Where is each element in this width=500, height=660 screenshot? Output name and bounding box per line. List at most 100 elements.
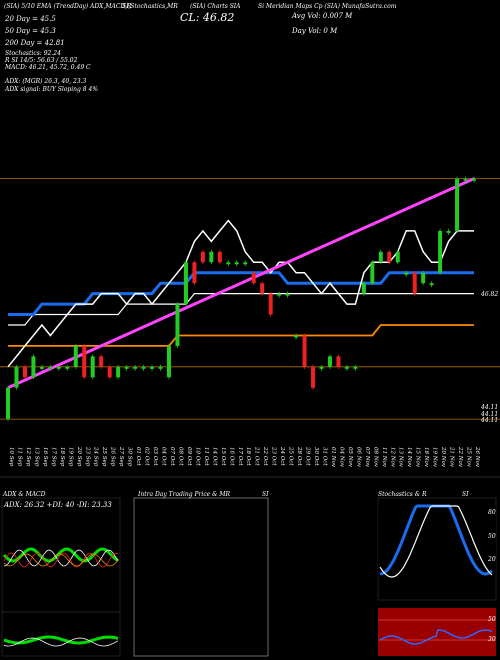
- candle: [421, 272, 426, 284]
- stoch-tick-50: 50: [488, 533, 496, 540]
- ema200-label: 200 Day = 42.81: [5, 39, 65, 47]
- candle: [336, 356, 341, 367]
- x-tick-label: 26 Nov: [474, 446, 480, 468]
- candle: [378, 251, 383, 263]
- x-tick-label: 10 Oct: [194, 447, 200, 466]
- candle: [344, 366, 349, 369]
- x-tick-label: 21 Nov: [449, 446, 455, 468]
- candle: [319, 366, 324, 369]
- x-tick-label: 24 Sep: [93, 446, 99, 467]
- indicator-lines: [7, 177, 475, 390]
- rsi-label: R SI 14/5: 56.63 / 55.02: [5, 57, 78, 64]
- candle: [48, 366, 53, 369]
- x-tick-label: 17 Sep: [50, 447, 56, 467]
- x-tick-labels: 10 Sep 11 Sep 12 Sep 13 Sep 16 Sep 17 Sep 18 S…: [8, 446, 480, 468]
- ema20-line: [8, 271, 474, 316]
- chart-grid: [0, 178, 500, 478]
- candle: [175, 304, 180, 346]
- candle: [446, 230, 451, 233]
- candle: [14, 366, 19, 388]
- x-tick-label: 02 Oct: [144, 447, 150, 466]
- x-tick-label: 19 Nov: [432, 447, 438, 468]
- candle: [56, 366, 61, 369]
- candles: [6, 176, 476, 422]
- candle: [268, 293, 273, 315]
- candle: [116, 366, 121, 378]
- ema50-line: [8, 293, 474, 326]
- x-tick-label: 06 Nov: [355, 447, 361, 468]
- adx-signal-label: ADX signal: BUY Sloping 8 4%: [5, 86, 99, 93]
- candle: [141, 366, 146, 369]
- rsi-tick-30: 30: [488, 636, 496, 643]
- candle: [82, 345, 87, 378]
- x-tick-label: 25 Nov: [466, 446, 472, 468]
- price-label-lower-2: 44.11: [481, 411, 499, 418]
- stoch-tick-80: 80: [488, 509, 496, 516]
- x-tick-label: 24 Oct: [279, 446, 285, 466]
- candle: [285, 293, 290, 296]
- x-tick-label: 22 Nov: [457, 446, 463, 468]
- x-tick-label: 12 Nov: [389, 447, 395, 468]
- candle: [455, 178, 460, 231]
- candle: [200, 251, 205, 263]
- candle: [438, 230, 443, 273]
- candle: [73, 345, 78, 367]
- x-tick-label: 25 Sep: [101, 446, 107, 467]
- x-tick-label: 23 Sep: [84, 446, 90, 467]
- x-tick-label: 18 Oct: [245, 447, 251, 466]
- candle: [99, 356, 104, 367]
- x-tick-label: 08 Nov: [372, 447, 378, 468]
- candle: [183, 262, 188, 305]
- x-tick-label: 12 Sep: [25, 447, 31, 467]
- stoch-panel-title: Stochastics & R: [378, 491, 427, 498]
- header-line-far: Si Meridian Maps Cp (SIA) MunafaSutra.co…: [258, 3, 397, 10]
- adx-label: ADX: (MGR) 26.3, 40, 23.3: [5, 78, 87, 85]
- x-tick-label: 29 Oct: [305, 446, 311, 466]
- header-line-left: (SIA) 5/10 EMA (TrendDay) ADX,MACD,R: [4, 3, 132, 10]
- adx-plus-di-line: [2, 547, 119, 563]
- trend-line: [7, 177, 475, 390]
- x-tick-label: 26 Sep: [110, 446, 116, 467]
- x-tick-label: 07 Nov: [364, 447, 370, 468]
- candle: [327, 356, 332, 367]
- candle: [463, 178, 468, 181]
- x-tick-label: 01 Oct: [135, 447, 141, 466]
- candle: [404, 272, 409, 275]
- candle: [412, 272, 417, 294]
- day-volume: Day Vol: 0 M: [292, 27, 338, 35]
- x-tick-label: 03 Oct: [152, 447, 158, 466]
- x-tick-label: 25 Oct: [288, 446, 294, 466]
- x-tick-label: 08 Oct: [178, 447, 184, 466]
- intraday-panel-title: Intra Day Trading Price & MR: [138, 491, 231, 498]
- x-tick-label: 31 Oct: [322, 447, 328, 466]
- x-tick-label: 30 Sep: [127, 447, 133, 467]
- candle: [370, 262, 375, 284]
- x-tick-label: 19 Sep: [67, 447, 73, 467]
- candle: [277, 293, 282, 296]
- x-tick-label: 27 Sep: [118, 446, 124, 467]
- x-tick-label: 14 Nov: [406, 447, 412, 468]
- avg-volume: Avg Vol: 0.007 M: [292, 12, 353, 20]
- candle: [302, 335, 307, 367]
- price-label-lower-3: 44.11: [481, 417, 499, 424]
- x-tick-label: 11 Sep: [17, 447, 23, 467]
- candle: [387, 251, 392, 263]
- macd-label: MACD: 46.21, 45.72, 0.49 C: [5, 64, 91, 71]
- adx-panel-title: ADX & MACD: [3, 491, 46, 498]
- candle: [39, 366, 44, 369]
- candle: [65, 366, 70, 369]
- header-line-mid: SI,Stochastics,MR: [122, 3, 178, 10]
- x-tick-label: 10 Sep: [8, 447, 14, 467]
- x-tick-label: 23 Oct: [271, 446, 277, 466]
- sub-panels: [1, 497, 497, 657]
- adx-line: [3, 549, 119, 567]
- stochastics-plot: [378, 506, 496, 576]
- adx-aux-line: [3, 553, 119, 567]
- x-tick-label: 20 Nov: [440, 446, 446, 468]
- candle: [158, 366, 163, 369]
- macd-line: [3, 635, 119, 645]
- x-tick-label: 20 Sep: [76, 446, 82, 467]
- x-tick-label: 30 Oct: [313, 447, 319, 466]
- macd-signal-line: [3, 637, 119, 647]
